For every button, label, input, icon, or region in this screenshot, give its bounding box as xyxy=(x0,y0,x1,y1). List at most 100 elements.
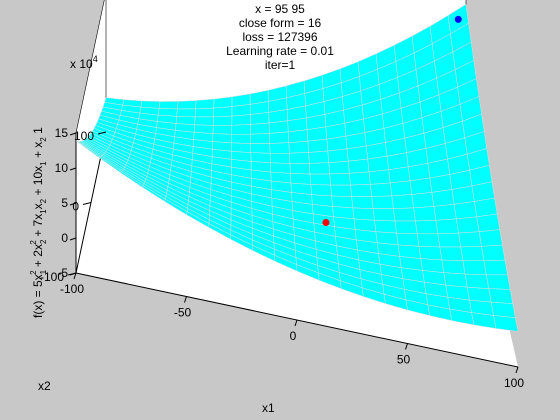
surface-patch xyxy=(329,173,351,186)
surface-patch xyxy=(212,133,232,144)
y-tick-mark xyxy=(82,202,92,205)
current-point-marker xyxy=(454,15,462,23)
surface-patch xyxy=(326,135,348,152)
surface-patch xyxy=(488,288,514,304)
z-tick-label: -5 xyxy=(57,266,68,280)
surface-patch xyxy=(213,96,233,109)
x-tick-label: 0 xyxy=(290,329,297,343)
surface-patch xyxy=(328,160,350,175)
z-axis-label: f(x) = 5x12 + 2x22 + 7x1x2 + 10x1 + x2 1 xyxy=(29,127,48,318)
surface-patch xyxy=(309,162,330,175)
y-tick-label: 0 xyxy=(72,200,79,214)
x-tick-mark xyxy=(294,319,298,327)
y-tick-label: -100 xyxy=(40,270,64,284)
surface-patch xyxy=(351,196,374,209)
z-tick-mark xyxy=(69,237,77,241)
title-line-x: x = 95 95 xyxy=(255,2,305,16)
z-tick-mark xyxy=(69,202,77,206)
surface-patch xyxy=(349,171,371,186)
surface-patch xyxy=(288,140,309,154)
title-line-iter: iter=1 xyxy=(264,58,296,72)
x-tick-mark xyxy=(184,296,187,303)
surface-patch xyxy=(368,169,391,185)
surface-patch xyxy=(269,152,291,164)
surface-patch xyxy=(476,213,501,232)
surface-patch xyxy=(418,246,443,261)
surface-patch xyxy=(437,232,461,248)
top-left-edge xyxy=(75,0,105,134)
surface-patch xyxy=(231,142,252,153)
surface-patch xyxy=(435,218,459,235)
surface-patch xyxy=(429,174,453,193)
surface-patch xyxy=(433,204,457,221)
surface-patch xyxy=(212,115,233,126)
surface-patch xyxy=(367,155,389,173)
surface-patch xyxy=(416,233,441,248)
surface-patch xyxy=(371,195,394,209)
surface-patch xyxy=(269,142,290,154)
surface-patch xyxy=(466,286,492,303)
surface-patch xyxy=(270,162,291,174)
surface-patch xyxy=(411,192,435,209)
surface-patch xyxy=(415,220,439,235)
y-tick-label: 100 xyxy=(74,129,94,143)
surface-patch xyxy=(307,138,329,153)
surface-patch xyxy=(231,104,251,117)
x-tick-label: -100 xyxy=(60,282,84,296)
surface-patch xyxy=(346,145,368,162)
surface-patch xyxy=(458,231,482,248)
surface-patch xyxy=(327,148,349,163)
surface-patch xyxy=(352,207,375,221)
surface-patch xyxy=(331,195,354,209)
z-tick-label: 0 xyxy=(61,231,68,245)
title-line-learning-rate: Learning rate = 0.01 xyxy=(226,44,334,58)
surface-patch xyxy=(212,125,233,135)
surface-patch xyxy=(194,116,214,126)
surface-patch xyxy=(310,184,332,197)
surface-patch xyxy=(306,126,328,142)
surface-patch xyxy=(456,216,480,234)
surface-patch xyxy=(158,101,179,110)
surface-patch xyxy=(231,124,251,135)
surface-patch xyxy=(330,184,352,197)
surface-patch xyxy=(231,114,251,126)
x-tick-label: 50 xyxy=(397,353,411,367)
surface-patch xyxy=(453,201,477,220)
z-tick-label: 10 xyxy=(55,161,69,175)
surface-patch xyxy=(290,173,312,185)
surface-patch xyxy=(462,260,487,276)
surface-patch xyxy=(478,229,503,247)
z-tick-label: 15 xyxy=(55,126,69,140)
surface-patch xyxy=(350,184,372,197)
surface-patch xyxy=(269,131,290,144)
surface-patch xyxy=(481,244,506,262)
title-line-close-form: close form = 16 xyxy=(238,16,322,30)
surface-patch xyxy=(194,107,214,118)
surface-patch xyxy=(195,98,215,110)
surface-patch xyxy=(177,100,197,110)
surface-patch xyxy=(396,232,420,247)
surface-patch xyxy=(394,220,418,235)
surface-patch xyxy=(441,259,466,275)
surface-patch xyxy=(176,108,196,118)
surface-patch xyxy=(391,194,414,209)
y-axis-label: x2 xyxy=(38,379,51,393)
x-tick-label: -50 xyxy=(174,306,192,320)
surface-mesh xyxy=(75,3,519,332)
surface-patch xyxy=(409,177,433,195)
z-tick-mark xyxy=(69,167,77,171)
z-tick-label: 5 xyxy=(61,196,68,210)
surface-patch xyxy=(372,208,396,222)
surface-patch xyxy=(393,207,416,222)
surface-patch xyxy=(250,122,270,135)
x-tick-mark xyxy=(515,366,519,374)
surface-patch xyxy=(308,150,329,164)
surface-patch xyxy=(389,180,413,197)
surface-patch xyxy=(268,120,289,134)
surface-patch xyxy=(289,152,310,164)
surface-patch xyxy=(347,158,370,174)
closed-form-marker xyxy=(322,218,330,226)
surface-patch xyxy=(483,259,508,276)
